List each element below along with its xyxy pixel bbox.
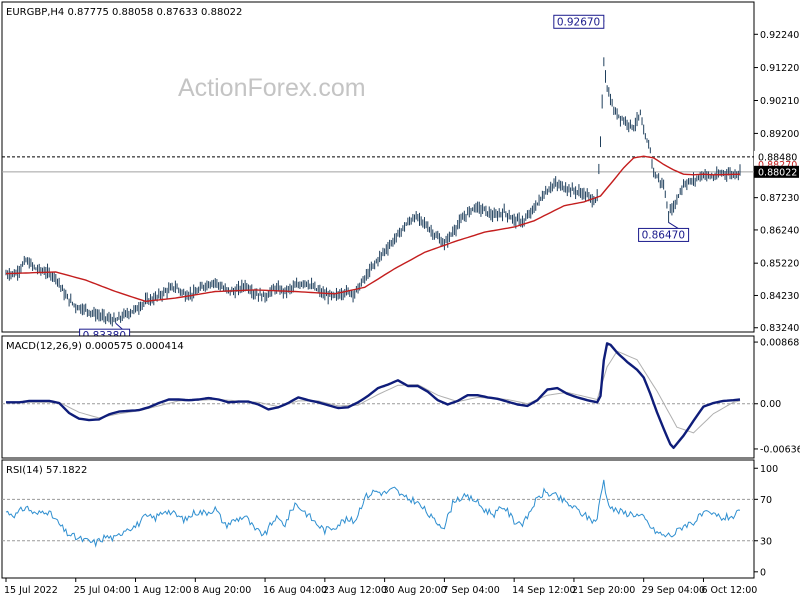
current-price-tag-label: 0.88022 bbox=[758, 167, 797, 178]
time-tick-label: 16 Aug 04:00 bbox=[263, 585, 327, 596]
hidden-tag bbox=[754, 160, 799, 169]
axis-tick-label: 0.00 bbox=[760, 399, 781, 410]
time-tick-label: 15 Jul 2022 bbox=[4, 585, 58, 596]
price-bars bbox=[5, 57, 741, 327]
axis-tick-label: 30 bbox=[760, 536, 772, 547]
price-axis: 0.922400.912200.902100.892000.881900.872… bbox=[754, 30, 799, 334]
price-panel bbox=[1, 1, 755, 333]
axis-tick-label: 0.92240 bbox=[760, 30, 799, 41]
callout-label: 0.92670 bbox=[557, 16, 600, 28]
rsi-panel bbox=[1, 459, 755, 579]
macd-lines bbox=[2, 342, 754, 449]
resistance-tag bbox=[754, 150, 799, 163]
watermark: ActionForex.com bbox=[178, 74, 366, 102]
resistance-tag-label: 0.88480 bbox=[758, 152, 797, 163]
macd-panel-title: MACD(12,26,9) 0.000575 0.000414 bbox=[6, 341, 184, 352]
price-panel-title: EURGBP,H4 0.87775 0.88058 0.87633 0.8802… bbox=[6, 7, 242, 18]
rsi-axis: 100 70 30 0 bbox=[754, 464, 778, 578]
time-tick-label: 7 Sep 04:00 bbox=[442, 585, 499, 596]
reference-lines bbox=[2, 156, 754, 173]
time-tick-label: 23 Aug 12:00 bbox=[323, 585, 387, 596]
axis-tick-label: 0.85220 bbox=[760, 259, 799, 270]
time-tick-label: 6 Oct 12:00 bbox=[701, 585, 757, 596]
axis-tick-label: 100 bbox=[760, 464, 778, 475]
rsi-lines bbox=[2, 479, 754, 548]
axis-tick-label: 0.84230 bbox=[760, 291, 799, 302]
time-tick-label: 14 Sep 12:00 bbox=[512, 585, 575, 596]
callout-box bbox=[638, 227, 690, 242]
axis-tick-label: 0.91220 bbox=[760, 63, 799, 74]
rsi-line bbox=[5, 479, 741, 548]
time-tick-label: 21 Sep 20:00 bbox=[572, 585, 635, 596]
macd-main-line bbox=[6, 342, 741, 449]
time-axis: 15 Jul 2022 25 Jul 04:00 1 Aug 12:00 8 Aug … bbox=[4, 578, 757, 596]
time-tick-label: 30 Aug 20:00 bbox=[383, 585, 447, 596]
axis-tick-label: -0.006366 bbox=[760, 444, 800, 455]
current-price-tag bbox=[754, 165, 799, 178]
axis-tick-label: 0.89200 bbox=[760, 129, 799, 140]
axis-tick-label: 0.90210 bbox=[760, 96, 799, 107]
time-tick-label: 29 Sep 04:00 bbox=[642, 585, 705, 596]
axis-tick-label: 0.86240 bbox=[760, 225, 799, 236]
axis-tick-label: 0.87230 bbox=[760, 193, 799, 204]
axis-tick-label: 0.008686 bbox=[760, 338, 800, 349]
callout-box bbox=[553, 14, 605, 29]
rsi-panel-title: RSI(14) 57.1822 bbox=[6, 465, 87, 476]
hidden-tag-label: 0.88270 bbox=[758, 160, 797, 171]
axis-tick-label: 0.83240 bbox=[760, 323, 799, 334]
time-tick-label: 8 Aug 20:00 bbox=[193, 585, 251, 596]
time-tick-label: 25 Jul 04:00 bbox=[74, 585, 131, 596]
moving-average-line bbox=[5, 155, 741, 303]
axis-tick-label: 70 bbox=[760, 495, 772, 506]
callout-label: 0.86470 bbox=[642, 229, 685, 241]
macd-axis: 0.008686 0.00 -0.006366 bbox=[754, 338, 800, 455]
macd-panel bbox=[1, 335, 755, 459]
axis-tick-label: 0 bbox=[760, 567, 766, 578]
time-tick-label: 1 Aug 12:00 bbox=[134, 585, 192, 596]
